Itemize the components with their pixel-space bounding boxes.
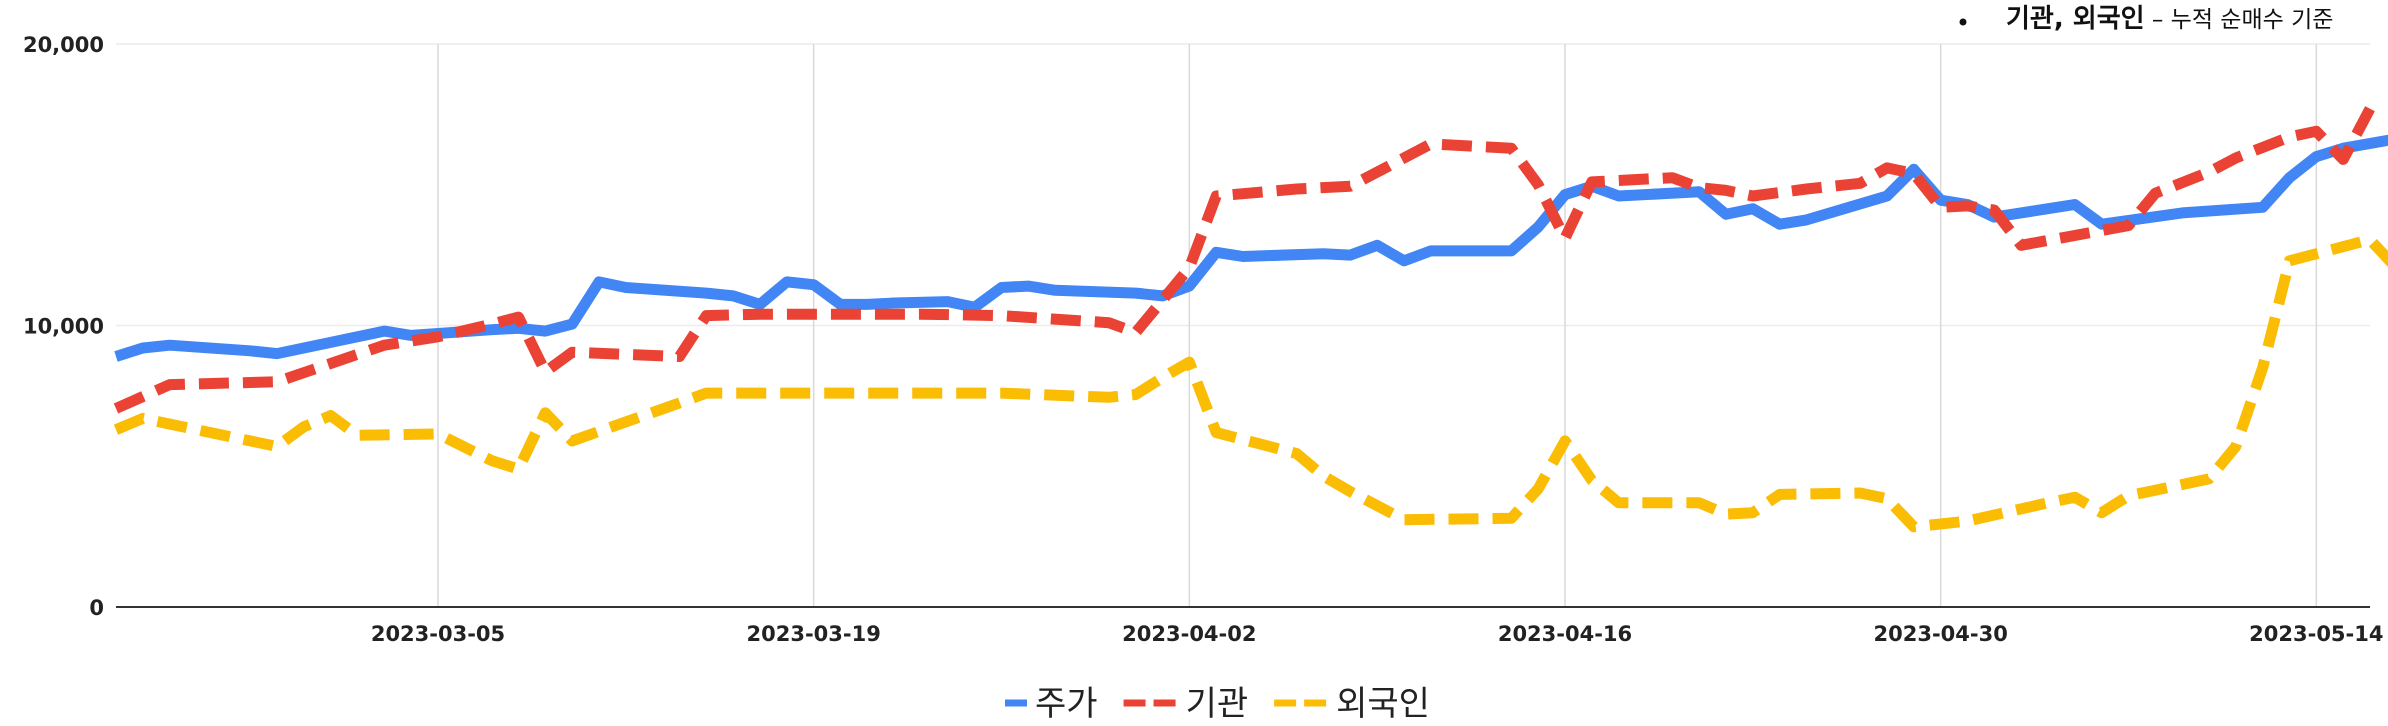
legend: 주가 기관 외국인 (1005, 684, 1430, 724)
x-tick-label: 2023-04-30 (1874, 622, 2008, 646)
x-tick-label: 2023-03-05 (371, 622, 505, 646)
grid (116, 43, 2370, 607)
y-axis: 0 10,000 20,000 (23, 33, 104, 620)
series-line-3 (113, 234, 2388, 533)
x-tick-label: 2023-05-14 (2249, 622, 2383, 646)
x-tick-label: 2023-03-19 (747, 622, 881, 646)
series-line-1 (114, 134, 2388, 362)
legend-label: 주가 (1035, 684, 1098, 724)
chart-note: 기관, 외국인 – 누적 순매수 기준 (1959, 4, 2333, 34)
x-tick-label: 2023-04-02 (1122, 622, 1256, 646)
y-tick-label: 20,000 (23, 33, 104, 57)
series-lines (113, 106, 2388, 533)
x-tick-label: 2023-04-16 (1498, 622, 1632, 646)
y-tick-label: 0 (89, 596, 104, 620)
note-text: 기관, 외국인 – 누적 순매수 기준 (2006, 4, 2333, 34)
series-line-2 (113, 106, 2375, 414)
legend-label: 외국인 (1336, 684, 1430, 724)
note-bold: 기관, 외국인 (2006, 4, 2145, 34)
note-bullet (1959, 18, 1967, 26)
y-tick-label: 10,000 (23, 315, 104, 339)
note-rest: – 누적 순매수 기준 (2145, 7, 2334, 33)
x-axis: 2023-03-05 2023-03-19 2023-04-02 2023-04-16… (116, 606, 2383, 646)
legend-label: 기관 (1186, 684, 1249, 724)
